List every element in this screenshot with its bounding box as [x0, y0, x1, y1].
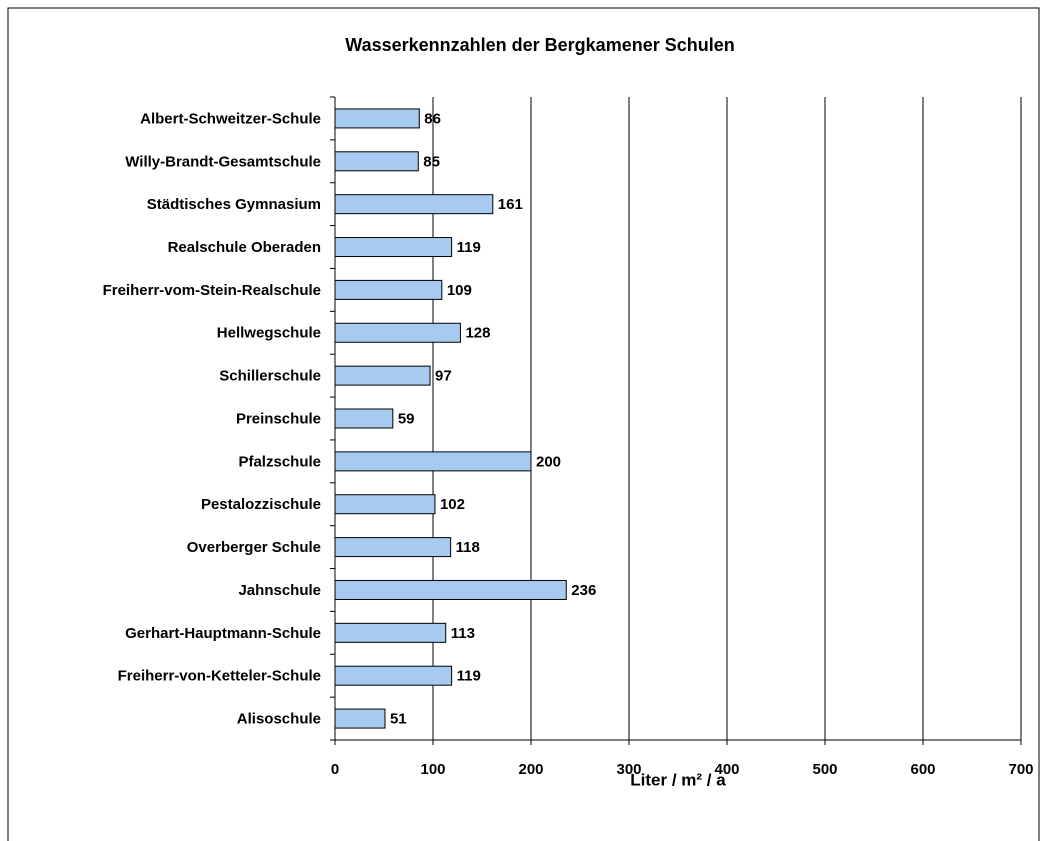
y-tick-label: Städtisches Gymnasium	[147, 196, 321, 213]
data-label: 118	[456, 539, 480, 556]
y-tick-label: Freiherr-vom-Stein-Realschule	[103, 282, 321, 299]
y-tick-label: Freiherr-von-Ketteler-Schule	[118, 668, 321, 685]
bar	[334, 365, 431, 386]
y-tick-label: Gerhart-Hauptmann-Schule	[125, 625, 321, 642]
bar	[334, 151, 419, 172]
bar	[334, 322, 461, 343]
bar	[334, 108, 420, 129]
bar	[334, 408, 394, 429]
chart-title: Wasserkennzahlen der Bergkamener Schulen	[345, 35, 734, 55]
bar	[334, 494, 436, 515]
y-tick-label: Realschule Oberaden	[168, 239, 321, 256]
bar	[334, 579, 567, 600]
x-tick-label: 400	[714, 761, 739, 778]
chart-frame	[7, 7, 1040, 841]
y-tick-label: Preinschule	[236, 410, 321, 427]
x-tick-label: 200	[518, 761, 543, 778]
x-tick-label: 600	[910, 761, 935, 778]
y-tick-label: Albert-Schweitzer-Schule	[140, 110, 321, 127]
data-label: 86	[424, 110, 441, 127]
data-label: 119	[457, 239, 481, 256]
bar	[334, 194, 494, 215]
bar	[334, 451, 532, 472]
data-label: 128	[465, 325, 490, 342]
data-label: 97	[435, 368, 452, 385]
bar	[334, 237, 453, 258]
data-label: 200	[536, 453, 561, 470]
y-tick-label: Schillerschule	[219, 368, 321, 385]
data-label: 102	[440, 496, 465, 513]
y-tick-label: Willy-Brandt-Gesamtschule	[125, 153, 321, 170]
data-label: 85	[423, 153, 440, 170]
data-label: 236	[571, 582, 596, 599]
data-label: 51	[390, 711, 407, 728]
bar	[334, 537, 452, 558]
bar	[334, 279, 443, 300]
y-tick-label: Pfalzschule	[238, 453, 321, 470]
data-label: 109	[447, 282, 472, 299]
y-tick-label: Hellwegschule	[217, 325, 321, 342]
y-tick-label: Pestalozzischule	[201, 496, 321, 513]
data-label: 119	[457, 668, 481, 685]
x-tick-label: 300	[616, 761, 641, 778]
x-tick-label: 0	[331, 761, 339, 778]
y-tick-label: Jahnschule	[238, 582, 321, 599]
x-tick-label: 100	[420, 761, 445, 778]
bar	[334, 708, 386, 729]
x-tick-label: 500	[812, 761, 837, 778]
data-label: 113	[451, 625, 475, 642]
data-label: 161	[498, 196, 523, 213]
y-tick-label: Overberger Schule	[187, 539, 321, 556]
data-label: 59	[398, 410, 415, 427]
x-axis-label: Liter / m² / a	[630, 770, 726, 789]
x-tick-label: 700	[1008, 761, 1033, 778]
y-tick-label: Alisoschule	[237, 711, 321, 728]
bar	[334, 665, 453, 686]
bar	[334, 622, 447, 643]
